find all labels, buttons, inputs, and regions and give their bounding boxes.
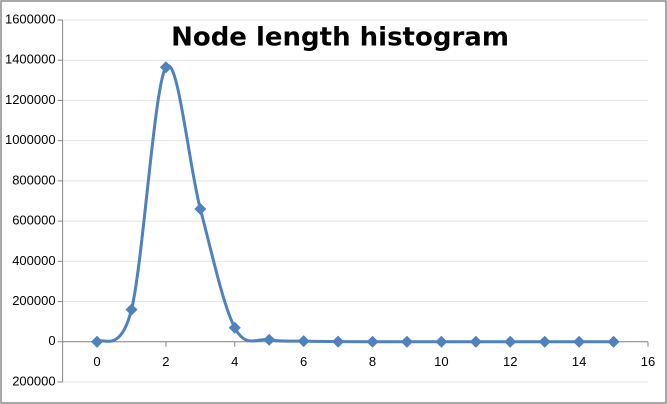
data-point — [607, 335, 620, 348]
x-tick-label: 12 — [503, 354, 517, 369]
data-point — [159, 61, 172, 74]
data-point — [504, 335, 517, 348]
x-tick-label: 8 — [369, 354, 376, 369]
data-point — [435, 335, 448, 348]
y-tick-label: 1600000 — [5, 11, 56, 26]
data-point — [469, 335, 482, 348]
data-point — [297, 335, 310, 348]
data-point — [228, 321, 241, 334]
data-point — [538, 335, 551, 348]
y-tick-label: 800000 — [12, 172, 55, 187]
y-tick-label: 400000 — [12, 253, 55, 268]
data-point — [573, 335, 586, 348]
data-point — [125, 303, 138, 316]
x-tick-label: 10 — [434, 354, 448, 369]
chart-title: Node length histogram — [171, 23, 509, 53]
y-tick-label: 600000 — [12, 213, 55, 228]
x-tick-label: 16 — [641, 354, 655, 369]
y-tick-label: 200000 — [12, 373, 55, 388]
x-tick-label: 14 — [572, 354, 586, 369]
data-point — [194, 203, 207, 216]
y-tick-label: 1000000 — [5, 132, 56, 147]
data-point — [400, 335, 413, 348]
x-tick-label: 0 — [93, 354, 100, 369]
data-point — [332, 335, 345, 348]
data-point — [263, 333, 276, 346]
x-tick-label: 2 — [162, 354, 169, 369]
y-tick-label: 1200000 — [5, 92, 56, 107]
data-point — [91, 335, 104, 348]
y-tick-label: 0 — [48, 333, 55, 348]
data-point — [366, 335, 379, 348]
y-tick-label: 1400000 — [5, 52, 56, 67]
x-tick-label: 4 — [231, 354, 238, 369]
x-tick-label: 6 — [300, 354, 307, 369]
y-tick-label: 200000 — [12, 293, 55, 308]
